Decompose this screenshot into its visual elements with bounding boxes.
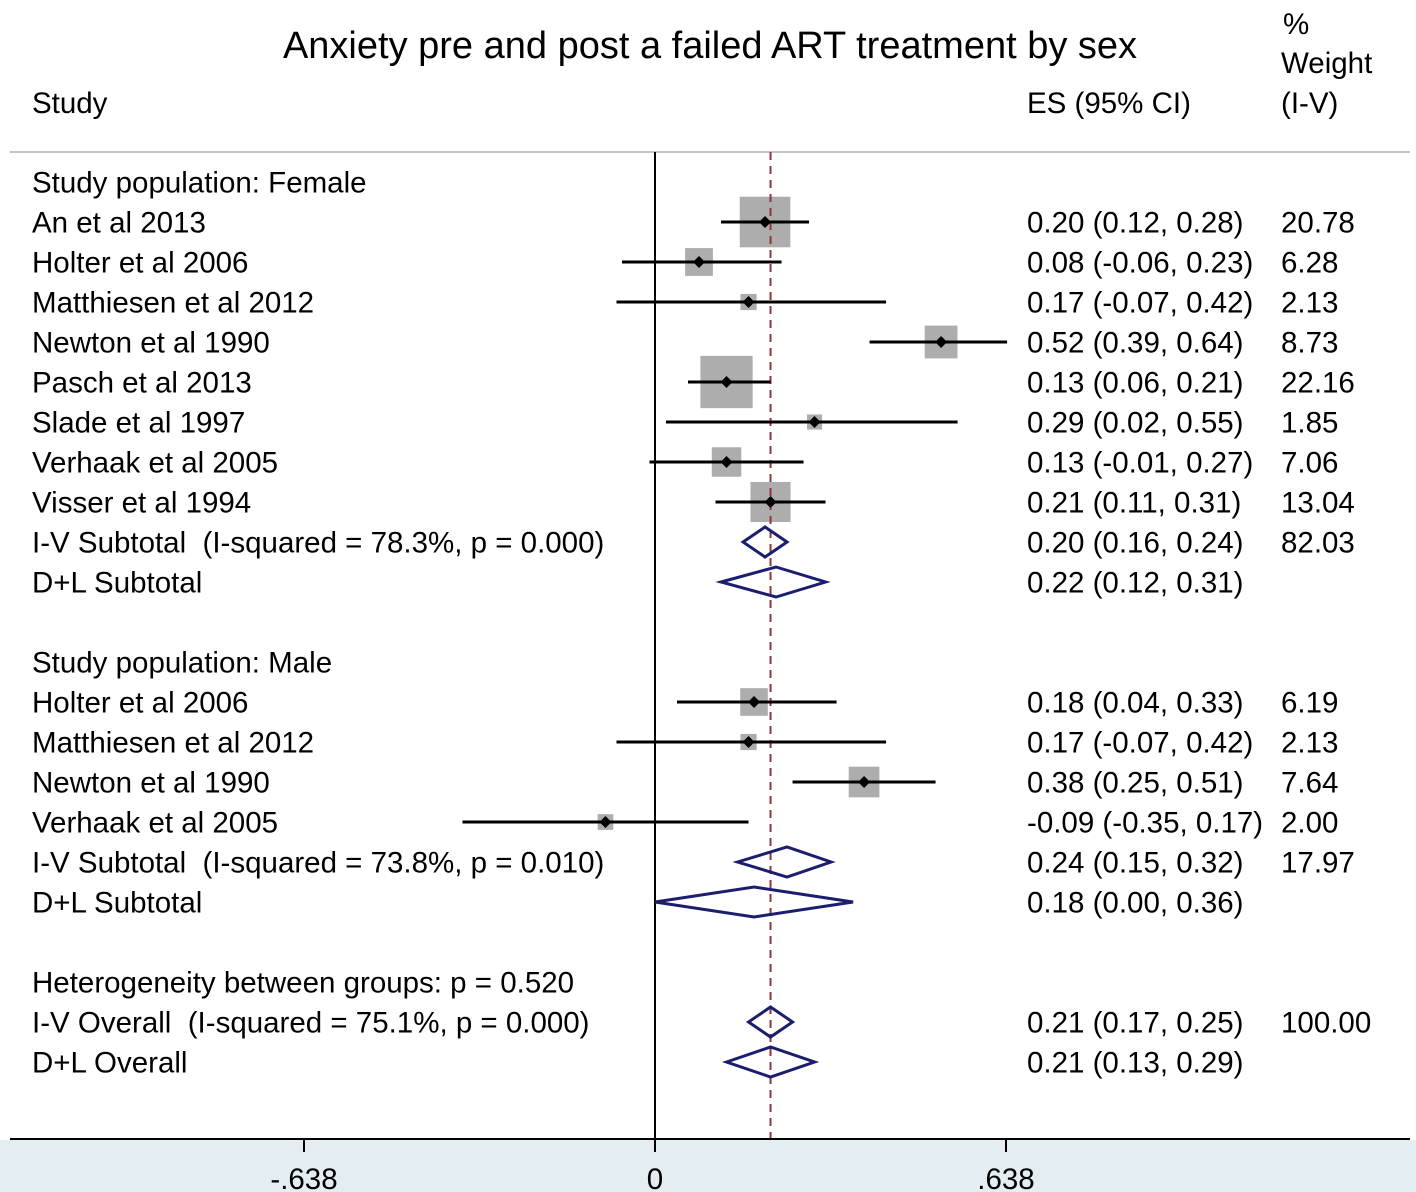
dl-subtotal-label: D+L Subtotal <box>32 887 202 920</box>
point-estimate-marker <box>935 336 948 348</box>
point-estimate-marker <box>742 296 755 308</box>
study-label: Verhaak et al 2005 <box>32 447 278 480</box>
study-es-ci: 0.13 (-0.01, 0.27) <box>1027 447 1253 480</box>
iv-overall-diamond <box>745 1005 796 1039</box>
study-weight: 2.13 <box>1281 287 1338 320</box>
study-weight: 6.28 <box>1281 247 1338 280</box>
iv-subtotal-es-ci: 0.24 (0.15, 0.32) <box>1027 847 1243 880</box>
study-weight: 13.04 <box>1281 487 1355 520</box>
study-weight: 8.73 <box>1281 327 1338 360</box>
study-weight: 2.13 <box>1281 727 1338 760</box>
study-label: Verhaak et al 2005 <box>32 807 278 840</box>
study-es-ci: 0.29 (0.02, 0.55) <box>1027 407 1243 440</box>
x-tick-label: -.638 <box>270 1163 337 1192</box>
chart-title: Anxiety pre and post a failed ART treatm… <box>283 25 1137 67</box>
study-es-ci: 0.38 (0.25, 0.51) <box>1027 767 1243 800</box>
iv-subtotal-label: I-V Subtotal (I-squared = 78.3%, p = 0.0… <box>32 527 604 560</box>
iv-overall-weight: 100.00 <box>1281 1007 1371 1040</box>
study-weight: 22.16 <box>1281 367 1355 400</box>
study-label: An et al 2013 <box>32 207 206 240</box>
x-tick-label: 0 <box>647 1163 663 1192</box>
study-weight: 6.19 <box>1281 687 1338 720</box>
study-label: Holter et al 2006 <box>32 687 248 720</box>
dl-overall-diamond <box>721 1045 820 1079</box>
study-label: Pasch et al 2013 <box>32 367 252 400</box>
study-es-ci: 0.21 (0.11, 0.31) <box>1027 487 1241 520</box>
study-es-ci: 0.13 (0.06, 0.21) <box>1027 367 1243 400</box>
dl-overall-label: D+L Overall <box>32 1047 187 1080</box>
header-weight: Weight <box>1281 47 1372 80</box>
study-es-ci: 0.18 (0.04, 0.33) <box>1027 687 1243 720</box>
dl-subtotal-diamond <box>715 565 831 599</box>
study-weight: 7.06 <box>1281 447 1338 480</box>
iv-subtotal-es-ci: 0.20 (0.16, 0.24) <box>1027 527 1243 560</box>
study-weight: 2.00 <box>1281 807 1338 840</box>
study-weight: 20.78 <box>1281 207 1355 240</box>
header-weight-percent: % <box>1283 8 1309 41</box>
point-estimate-marker <box>748 696 761 708</box>
iv-subtotal-label: I-V Subtotal (I-squared = 73.8%, p = 0.0… <box>32 847 604 880</box>
point-estimate-marker <box>759 216 772 228</box>
header-weight-method: (I-V) <box>1281 87 1338 120</box>
point-estimate-marker <box>693 256 706 268</box>
axis-band <box>0 1140 1416 1192</box>
table-rows: Study population: Female An et al 2013 0.2… <box>32 167 1371 1080</box>
x-axis-ticks: -.638 0 .638 <box>270 1139 1035 1192</box>
study-weight: 1.85 <box>1281 407 1338 440</box>
study-label: Visser et al 1994 <box>32 487 251 520</box>
dl-subtotal-es-ci: 0.18 (0.00, 0.36) <box>1027 887 1243 920</box>
point-estimate-marker <box>742 736 755 748</box>
iv-overall-es-ci: 0.21 (0.17, 0.25) <box>1027 1007 1243 1040</box>
point-estimate-marker <box>599 816 612 828</box>
dl-subtotal-es-ci: 0.22 (0.12, 0.31) <box>1027 567 1243 600</box>
study-label: Holter et al 2006 <box>32 247 248 280</box>
study-es-ci: -0.09 (-0.35, 0.17) <box>1027 807 1263 840</box>
dl-subtotal-label: D+L Subtotal <box>32 567 202 600</box>
point-estimate-marker <box>720 376 733 388</box>
study-label: Newton et al 1990 <box>32 767 270 800</box>
study-es-ci: 0.20 (0.12, 0.28) <box>1027 207 1243 240</box>
iv-subtotal-diamond <box>732 845 836 879</box>
iv-subtotal-weight: 17.97 <box>1281 847 1355 880</box>
point-estimate-marker <box>808 416 821 428</box>
point-estimate-marker <box>858 776 871 788</box>
group-heading: Study population: Male <box>32 647 332 680</box>
group-heading: Study population: Female <box>32 167 367 200</box>
dl-overall-es-ci: 0.21 (0.13, 0.29) <box>1027 1047 1243 1080</box>
study-label: Matthiesen et al 2012 <box>32 727 314 760</box>
header-study: Study <box>32 87 108 120</box>
study-es-ci: 0.08 (-0.06, 0.23) <box>1027 247 1253 280</box>
estimate-marks <box>462 216 1008 1079</box>
study-es-ci: 0.17 (-0.07, 0.42) <box>1027 287 1253 320</box>
dl-subtotal-diamond <box>654 885 854 919</box>
header-es-ci: ES (95% CI) <box>1027 87 1191 120</box>
iv-subtotal-diamond <box>740 525 790 559</box>
study-es-ci: 0.17 (-0.07, 0.42) <box>1027 727 1253 760</box>
x-tick-label: .638 <box>977 1163 1034 1192</box>
study-label: Matthiesen et al 2012 <box>32 287 314 320</box>
point-estimate-marker <box>720 456 733 468</box>
iv-overall-label: I-V Overall (I-squared = 75.1%, p = 0.00… <box>32 1007 590 1040</box>
study-label: Slade et al 1997 <box>32 407 245 440</box>
study-weight: 7.64 <box>1281 767 1338 800</box>
iv-subtotal-weight: 82.03 <box>1281 527 1355 560</box>
point-estimate-marker <box>764 496 777 508</box>
study-label: Newton et al 1990 <box>32 327 270 360</box>
study-es-ci: 0.52 (0.39, 0.64) <box>1027 327 1243 360</box>
heterogeneity-text: Heterogeneity between groups: p = 0.520 <box>32 967 574 1000</box>
